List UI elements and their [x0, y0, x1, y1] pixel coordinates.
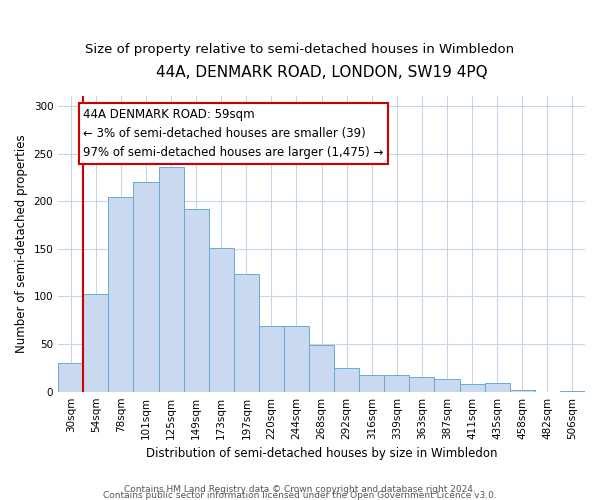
- Y-axis label: Number of semi-detached properties: Number of semi-detached properties: [15, 134, 28, 354]
- Bar: [259, 326, 284, 392]
- Bar: [560, 390, 585, 392]
- Text: Size of property relative to semi-detached houses in Wimbledon: Size of property relative to semi-detach…: [85, 42, 515, 56]
- Bar: [309, 345, 334, 392]
- Text: 44A DENMARK ROAD: 59sqm
← 3% of semi-detached houses are smaller (39)
97% of sem: 44A DENMARK ROAD: 59sqm ← 3% of semi-det…: [83, 108, 383, 159]
- Bar: [158, 167, 184, 392]
- Title: 44A, DENMARK ROAD, LONDON, SW19 4PQ: 44A, DENMARK ROAD, LONDON, SW19 4PQ: [156, 65, 487, 80]
- Bar: [209, 248, 234, 392]
- Bar: [485, 383, 510, 392]
- Bar: [234, 274, 259, 392]
- Bar: [58, 363, 83, 392]
- X-axis label: Distribution of semi-detached houses by size in Wimbledon: Distribution of semi-detached houses by …: [146, 447, 497, 460]
- Bar: [334, 368, 359, 392]
- Text: Contains HM Land Registry data © Crown copyright and database right 2024.: Contains HM Land Registry data © Crown c…: [124, 484, 476, 494]
- Bar: [109, 198, 133, 392]
- Bar: [284, 326, 309, 392]
- Bar: [133, 182, 158, 392]
- Bar: [510, 390, 535, 392]
- Bar: [409, 378, 434, 392]
- Bar: [460, 384, 485, 392]
- Text: Contains public sector information licensed under the Open Government Licence v3: Contains public sector information licen…: [103, 490, 497, 500]
- Bar: [184, 209, 209, 392]
- Bar: [434, 380, 460, 392]
- Bar: [385, 374, 409, 392]
- Bar: [83, 294, 109, 392]
- Bar: [359, 374, 385, 392]
